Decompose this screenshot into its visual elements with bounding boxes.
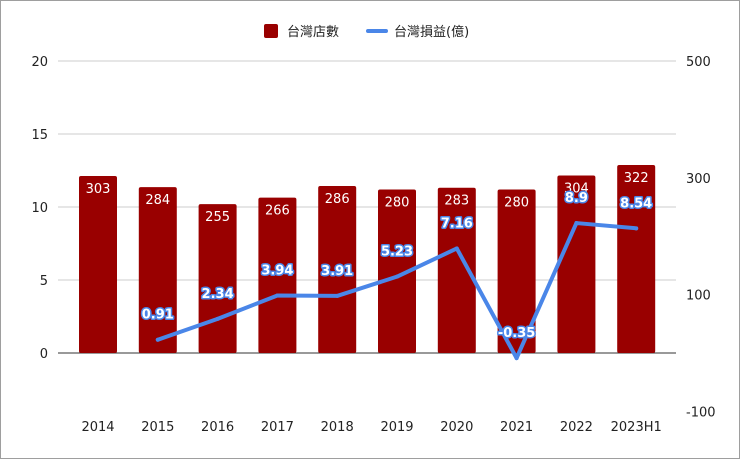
left-axis-tick: 5	[40, 274, 48, 289]
bar-2017	[258, 197, 297, 353]
x-axis-tick: 2022	[560, 420, 593, 435]
left-axis-tick: 10	[31, 201, 48, 216]
x-axis-tick: 2016	[201, 420, 234, 435]
bar-value-label: 255	[205, 210, 230, 225]
line-point-2016	[215, 316, 220, 321]
line-point-2015	[155, 337, 160, 342]
bar-2022	[557, 175, 596, 353]
line-point-2022	[574, 221, 579, 226]
bar-2020	[437, 187, 476, 353]
bar-value-label: 280	[385, 195, 410, 210]
bar-value-label: 322	[624, 171, 649, 186]
line-point-2018	[335, 293, 340, 298]
bar-2014	[79, 176, 117, 353]
line-point-2017	[275, 293, 280, 298]
line-value-label: 3.91	[321, 264, 353, 279]
bar-value-label: 286	[325, 192, 350, 207]
x-axis-tick: 2023H1	[611, 420, 662, 435]
bar-2018	[318, 185, 357, 353]
line-value-label: 2.34	[202, 287, 234, 302]
legend-swatch-bar	[264, 24, 278, 38]
bar-value-label: 303	[86, 182, 111, 197]
legend-label-line: 台灣損益(億)	[394, 24, 469, 40]
left-axis-tick: 20	[31, 55, 48, 70]
x-axis-tick: 2021	[500, 420, 533, 435]
line-value-label: -0.35	[498, 326, 535, 341]
line-value-label: 0.91	[142, 308, 174, 323]
line-point-2021	[514, 356, 519, 361]
x-axis-tick: 2020	[440, 420, 473, 435]
line-value-label: 3.94	[261, 263, 293, 278]
bar-value-label: 266	[265, 204, 290, 219]
line-value-label: 7.16	[441, 216, 473, 231]
x-axis-tick: 2015	[141, 420, 174, 435]
x-axis-tick: 2014	[81, 420, 114, 435]
bar-2023H1	[617, 164, 656, 353]
legend: 台灣店數 台灣損益(億)	[264, 24, 469, 40]
bar-value-label: 304	[564, 181, 589, 196]
right-axis-tick: 100	[686, 289, 711, 304]
line-point-2023H1	[634, 226, 639, 231]
bar-value-label: 280	[504, 195, 529, 210]
right-axis-tick: 500	[686, 55, 711, 70]
x-axis-tick: 2017	[261, 420, 294, 435]
bar-2021	[497, 189, 536, 353]
bar-2015	[138, 187, 177, 353]
line-value-label: 8.9	[565, 191, 588, 206]
line-point-2019	[395, 274, 399, 279]
x-axis-tick: 2018	[321, 420, 354, 435]
left-axis-tick: 15	[31, 128, 48, 143]
line-point-2020	[454, 246, 459, 251]
bar-2019	[378, 189, 416, 353]
bar-2016	[198, 204, 237, 353]
line-value-label: 8.54	[620, 196, 652, 211]
right-axis-tick: 300	[686, 172, 711, 187]
bar-value-label: 284	[145, 193, 170, 208]
x-axis-tick: 2019	[380, 420, 413, 435]
right-axis-tick: -100	[686, 405, 716, 420]
left-axis-tick: 0	[40, 347, 48, 362]
legend-label-bar: 台灣店數	[287, 25, 339, 40]
line-value-label: 5.23	[381, 245, 413, 260]
bar-value-label: 283	[444, 194, 469, 209]
